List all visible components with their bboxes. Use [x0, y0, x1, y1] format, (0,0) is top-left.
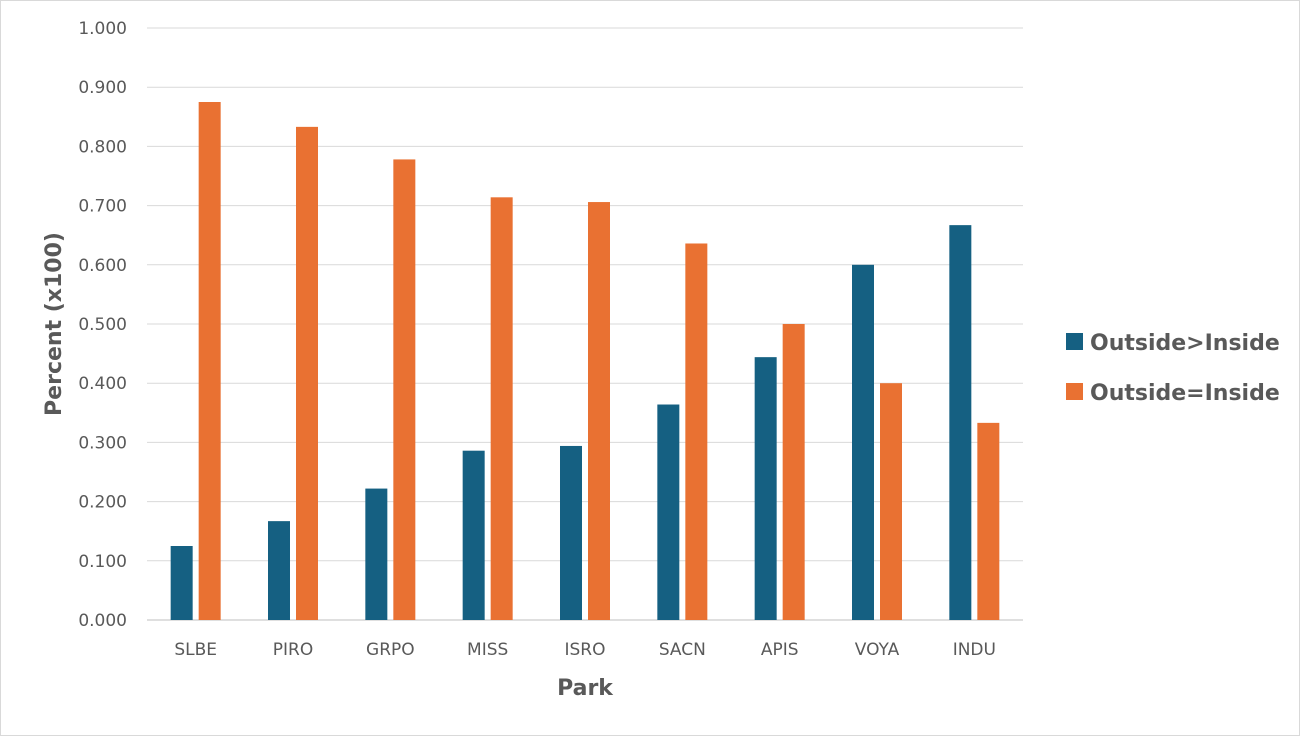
bar-sacn-series-2	[685, 243, 708, 620]
y-tick-label: 0.200	[78, 493, 127, 513]
bar-apis-series-1	[754, 357, 777, 620]
bar-miss-series-2	[490, 197, 513, 620]
bar-isro-series-1	[560, 445, 582, 620]
bar-piro-series-1	[268, 521, 290, 620]
legend: Outside>Inside Outside=Inside	[1066, 331, 1280, 406]
y-tick-label: 0.100	[78, 552, 127, 572]
legend-swatch	[1066, 333, 1083, 350]
bar-piro-series-2	[296, 126, 318, 620]
legend-label: Outside>Inside	[1090, 331, 1280, 356]
x-tick-label: APIS	[761, 640, 799, 660]
y-tick-label: 0.600	[78, 256, 127, 276]
y-axis-ticks: 0.000 0.100 0.200 0.300 0.400 0.500 0.600 0.700…	[78, 19, 127, 631]
y-axis-title: Percent (x100)	[42, 232, 67, 416]
legend-swatch	[1066, 383, 1083, 400]
x-tick-label: ISRO	[565, 640, 606, 660]
legend-label: Outside=Inside	[1090, 381, 1280, 406]
x-tick-label: GRPO	[366, 640, 415, 660]
y-tick-label: 0.000	[78, 611, 127, 631]
x-axis-ticks: SLBE PIRO GRPO MISS ISRO SACN APIS VOYA INDU	[174, 640, 996, 660]
y-tick-label: 0.500	[78, 315, 127, 335]
bar-grpo-series-1	[365, 488, 388, 620]
bar-isro-series-2	[588, 202, 610, 620]
bar-apis-series-2	[782, 324, 805, 620]
bar-voya-series-1	[852, 264, 874, 620]
bar-voya-series-2	[880, 383, 902, 620]
y-tick-label: 1.000	[78, 19, 127, 39]
x-tick-label: SACN	[659, 640, 706, 660]
y-tick-label: 0.800	[78, 137, 127, 157]
bar-miss-series-1	[462, 450, 485, 620]
x-tick-label: INDU	[953, 640, 996, 660]
x-tick-label: PIRO	[273, 640, 313, 660]
y-tick-label: 0.300	[78, 433, 127, 453]
bars	[170, 102, 1000, 621]
bar-indu-series-1	[949, 225, 972, 621]
y-tick-label: 0.400	[78, 374, 127, 394]
y-tick-label: 0.900	[78, 78, 127, 98]
bar-slbe-series-2	[198, 102, 221, 620]
gridlines	[147, 27, 1023, 621]
bar-sacn-series-1	[657, 404, 680, 620]
x-tick-label: MISS	[467, 640, 508, 660]
bar-slbe-series-1	[170, 546, 193, 620]
x-tick-label: VOYA	[855, 640, 900, 660]
x-tick-label: SLBE	[174, 640, 217, 660]
bar-grpo-series-2	[393, 159, 416, 620]
bar-indu-series-2	[977, 422, 1000, 620]
x-axis-title: Park	[557, 676, 614, 701]
y-tick-label: 0.700	[78, 197, 127, 217]
